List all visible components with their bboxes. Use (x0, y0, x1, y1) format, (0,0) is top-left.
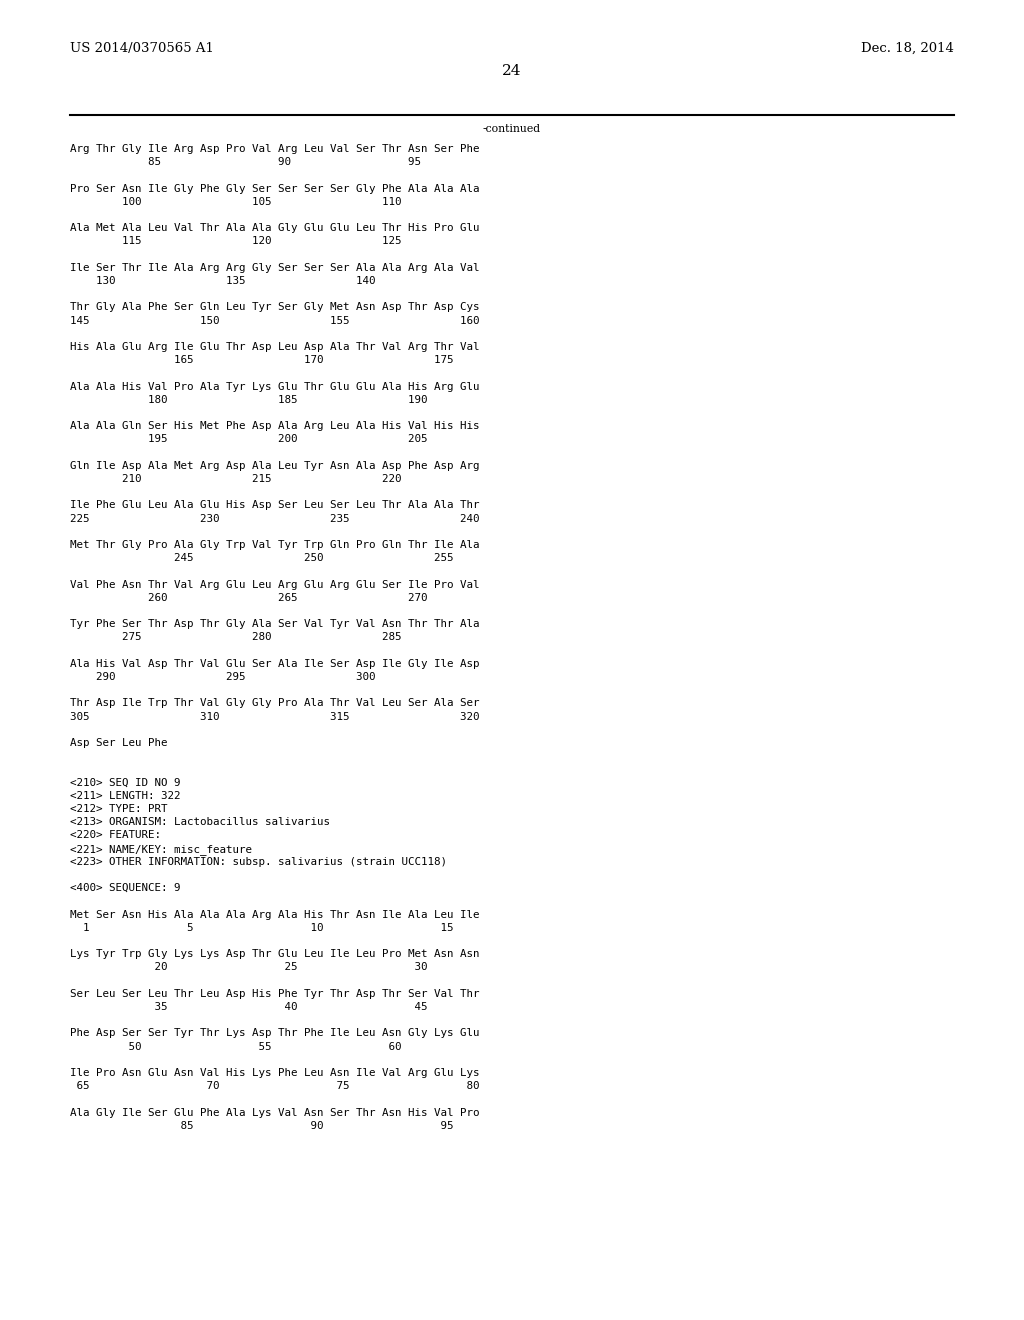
Text: 65                  70                  75                  80: 65 70 75 80 (70, 1081, 479, 1092)
Text: Ile Phe Glu Leu Ala Glu His Asp Ser Leu Ser Leu Thr Ala Ala Thr: Ile Phe Glu Leu Ala Glu His Asp Ser Leu … (70, 500, 479, 511)
Text: Phe Asp Ser Ser Tyr Thr Lys Asp Thr Phe Ile Leu Asn Gly Lys Glu: Phe Asp Ser Ser Tyr Thr Lys Asp Thr Phe … (70, 1028, 479, 1039)
Text: 245                 250                 255: 245 250 255 (70, 553, 454, 564)
Text: Asp Ser Leu Phe: Asp Ser Leu Phe (70, 738, 168, 748)
Text: 85                  90                  95: 85 90 95 (70, 157, 421, 168)
Text: <212> TYPE: PRT: <212> TYPE: PRT (70, 804, 168, 814)
Text: Ser Leu Ser Leu Thr Leu Asp His Phe Tyr Thr Asp Thr Ser Val Thr: Ser Leu Ser Leu Thr Leu Asp His Phe Tyr … (70, 989, 479, 999)
Text: 260                 265                 270: 260 265 270 (70, 593, 427, 603)
Text: Dec. 18, 2014: Dec. 18, 2014 (861, 42, 954, 55)
Text: 275                 280                 285: 275 280 285 (70, 632, 401, 643)
Text: Pro Ser Asn Ile Gly Phe Gly Ser Ser Ser Ser Gly Phe Ala Ala Ala: Pro Ser Asn Ile Gly Phe Gly Ser Ser Ser … (70, 183, 479, 194)
Text: Ala Gly Ile Ser Glu Phe Ala Lys Val Asn Ser Thr Asn His Val Pro: Ala Gly Ile Ser Glu Phe Ala Lys Val Asn … (70, 1107, 479, 1118)
Text: Met Thr Gly Pro Ala Gly Trp Val Tyr Trp Gln Pro Gln Thr Ile Ala: Met Thr Gly Pro Ala Gly Trp Val Tyr Trp … (70, 540, 479, 550)
Text: Tyr Phe Ser Thr Asp Thr Gly Ala Ser Val Tyr Val Asn Thr Thr Ala: Tyr Phe Ser Thr Asp Thr Gly Ala Ser Val … (70, 619, 479, 630)
Text: Ala Ala Gln Ser His Met Phe Asp Ala Arg Leu Ala His Val His His: Ala Ala Gln Ser His Met Phe Asp Ala Arg … (70, 421, 479, 432)
Text: Val Phe Asn Thr Val Arg Glu Leu Arg Glu Arg Glu Ser Ile Pro Val: Val Phe Asn Thr Val Arg Glu Leu Arg Glu … (70, 579, 479, 590)
Text: <221> NAME/KEY: misc_feature: <221> NAME/KEY: misc_feature (70, 843, 252, 854)
Text: Arg Thr Gly Ile Arg Asp Pro Val Arg Leu Val Ser Thr Asn Ser Phe: Arg Thr Gly Ile Arg Asp Pro Val Arg Leu … (70, 144, 479, 154)
Text: 50                  55                  60: 50 55 60 (70, 1041, 401, 1052)
Text: Lys Tyr Trp Gly Lys Lys Asp Thr Glu Leu Ile Leu Pro Met Asn Asn: Lys Tyr Trp Gly Lys Lys Asp Thr Glu Leu … (70, 949, 479, 960)
Text: <210> SEQ ID NO 9: <210> SEQ ID NO 9 (70, 777, 180, 788)
Text: 210                 215                 220: 210 215 220 (70, 474, 401, 484)
Text: 130                 135                 140: 130 135 140 (70, 276, 376, 286)
Text: 305                 310                 315                 320: 305 310 315 320 (70, 711, 479, 722)
Text: 195                 200                 205: 195 200 205 (70, 434, 427, 445)
Text: <400> SEQUENCE: 9: <400> SEQUENCE: 9 (70, 883, 180, 894)
Text: <211> LENGTH: 322: <211> LENGTH: 322 (70, 791, 180, 801)
Text: <213> ORGANISM: Lactobacillus salivarius: <213> ORGANISM: Lactobacillus salivarius (70, 817, 330, 828)
Text: 100                 105                 110: 100 105 110 (70, 197, 401, 207)
Text: Ile Pro Asn Glu Asn Val His Lys Phe Leu Asn Ile Val Arg Glu Lys: Ile Pro Asn Glu Asn Val His Lys Phe Leu … (70, 1068, 479, 1078)
Text: 24: 24 (502, 63, 522, 78)
Text: 165                 170                 175: 165 170 175 (70, 355, 454, 366)
Text: -continued: -continued (483, 124, 541, 135)
Text: Thr Asp Ile Trp Thr Val Gly Gly Pro Ala Thr Val Leu Ser Ala Ser: Thr Asp Ile Trp Thr Val Gly Gly Pro Ala … (70, 698, 479, 709)
Text: 180                 185                 190: 180 185 190 (70, 395, 427, 405)
Text: 1               5                  10                  15: 1 5 10 15 (70, 923, 454, 933)
Text: 290                 295                 300: 290 295 300 (70, 672, 376, 682)
Text: 145                 150                 155                 160: 145 150 155 160 (70, 315, 479, 326)
Text: 85                  90                  95: 85 90 95 (70, 1121, 454, 1131)
Text: <220> FEATURE:: <220> FEATURE: (70, 830, 161, 841)
Text: 35                  40                  45: 35 40 45 (70, 1002, 427, 1012)
Text: Ala Met Ala Leu Val Thr Ala Ala Gly Glu Glu Leu Thr His Pro Glu: Ala Met Ala Leu Val Thr Ala Ala Gly Glu … (70, 223, 479, 234)
Text: Ile Ser Thr Ile Ala Arg Arg Gly Ser Ser Ser Ala Ala Arg Ala Val: Ile Ser Thr Ile Ala Arg Arg Gly Ser Ser … (70, 263, 479, 273)
Text: 115                 120                 125: 115 120 125 (70, 236, 401, 247)
Text: US 2014/0370565 A1: US 2014/0370565 A1 (70, 42, 214, 55)
Text: 225                 230                 235                 240: 225 230 235 240 (70, 513, 479, 524)
Text: His Ala Glu Arg Ile Glu Thr Asp Leu Asp Ala Thr Val Arg Thr Val: His Ala Glu Arg Ile Glu Thr Asp Leu Asp … (70, 342, 479, 352)
Text: Thr Gly Ala Phe Ser Gln Leu Tyr Ser Gly Met Asn Asp Thr Asp Cys: Thr Gly Ala Phe Ser Gln Leu Tyr Ser Gly … (70, 302, 479, 313)
Text: Gln Ile Asp Ala Met Arg Asp Ala Leu Tyr Asn Ala Asp Phe Asp Arg: Gln Ile Asp Ala Met Arg Asp Ala Leu Tyr … (70, 461, 479, 471)
Text: Ala Ala His Val Pro Ala Tyr Lys Glu Thr Glu Glu Ala His Arg Glu: Ala Ala His Val Pro Ala Tyr Lys Glu Thr … (70, 381, 479, 392)
Text: 20                  25                  30: 20 25 30 (70, 962, 427, 973)
Text: Met Ser Asn His Ala Ala Ala Arg Ala His Thr Asn Ile Ala Leu Ile: Met Ser Asn His Ala Ala Ala Arg Ala His … (70, 909, 479, 920)
Text: Ala His Val Asp Thr Val Glu Ser Ala Ile Ser Asp Ile Gly Ile Asp: Ala His Val Asp Thr Val Glu Ser Ala Ile … (70, 659, 479, 669)
Text: <223> OTHER INFORMATION: subsp. salivarius (strain UCC118): <223> OTHER INFORMATION: subsp. salivari… (70, 857, 447, 867)
